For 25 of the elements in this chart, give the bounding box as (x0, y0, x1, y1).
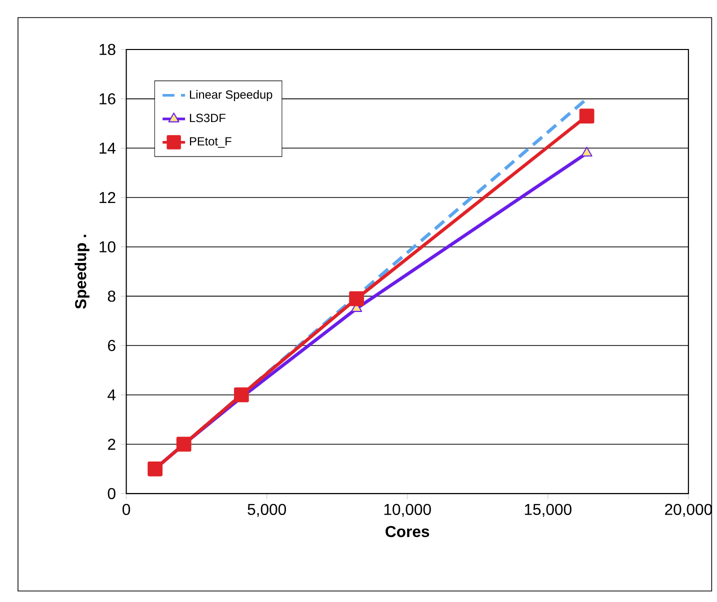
x-tick-label: 15,000 (524, 504, 572, 517)
y-tick-label: 0 (108, 488, 116, 500)
point (148, 461, 163, 476)
y-tick-label: 4 (108, 389, 116, 400)
y-tick-label: 2 (108, 438, 116, 450)
y-tick-label: 18 (100, 44, 116, 55)
y-tick-label: 12 (100, 192, 116, 203)
point (234, 387, 249, 402)
y-tick-label: 14 (100, 142, 116, 154)
x-tick-label: 10,000 (384, 504, 431, 517)
point (349, 291, 364, 306)
x-tick-label: 5,000 (248, 504, 286, 517)
y-tick-label: 16 (100, 93, 116, 104)
x-tick-label: 20,000 (665, 504, 712, 517)
x-tick-label: 0 (122, 504, 130, 515)
legend-label: PEtot_F (190, 137, 232, 148)
y-tick-label: 8 (108, 290, 116, 302)
y-axis-title: Speedup . (74, 234, 90, 309)
point (176, 436, 192, 452)
y-tick-label: 6 (108, 340, 116, 352)
x-axis-title: Cores (386, 526, 430, 538)
legend-label: LS3DF (190, 114, 226, 122)
point (579, 108, 594, 124)
legend-label: Linear Speedup (190, 90, 272, 101)
y-tick-label: 10 (100, 241, 116, 252)
